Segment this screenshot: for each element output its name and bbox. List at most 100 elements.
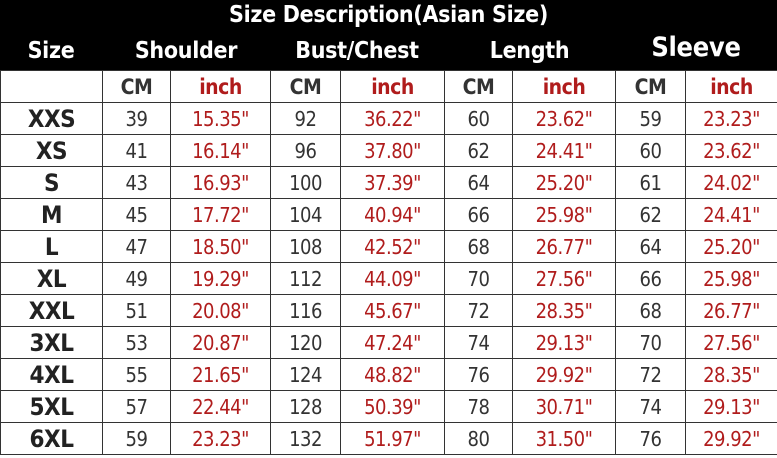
table-row: 4XL 55 21.65" 124 48.82" 76 29.92" 72 28.35" bbox=[0, 358, 777, 391]
cell-size: L bbox=[0, 230, 103, 263]
unit-inch: inch bbox=[685, 70, 777, 103]
cell-sleeve-cm: 62 bbox=[615, 198, 686, 231]
cell-sleeve-in: 28.35" bbox=[685, 358, 777, 391]
cell-bust-cm: 92 bbox=[270, 102, 341, 135]
cell-shoulder-cm: 59 bbox=[102, 422, 171, 455]
cell-length-cm: 74 bbox=[444, 326, 513, 359]
cell-bust-in: 37.80" bbox=[340, 134, 445, 167]
cell-bust-cm: 124 bbox=[270, 358, 341, 391]
cell-sleeve-cm: 74 bbox=[615, 390, 686, 423]
cell-shoulder-cm: 55 bbox=[102, 358, 171, 391]
cell-length-in: 24.41" bbox=[512, 134, 616, 167]
table-row: XL 49 19.29" 112 44.09" 70 27.56" 66 25.98" bbox=[0, 262, 777, 295]
cell-bust-in: 42.52" bbox=[340, 230, 445, 263]
cell-shoulder-in: 21.65" bbox=[170, 358, 271, 391]
chart-title: Size Description(Asian Size) bbox=[228, 2, 548, 28]
cell-bust-in: 50.39" bbox=[340, 390, 445, 423]
column-sleeve: Sleeve bbox=[651, 32, 741, 63]
cell-sleeve-in: 29.13" bbox=[685, 390, 777, 423]
cell-sleeve-cm: 60 bbox=[615, 134, 686, 167]
cell-shoulder-in: 19.29" bbox=[170, 262, 271, 295]
cell-length-cm: 68 bbox=[444, 230, 513, 263]
table-row: L 47 18.50" 108 42.52" 68 26.77" 64 25.20" bbox=[0, 230, 777, 263]
cell-sleeve-cm: 70 bbox=[615, 326, 686, 359]
cell-bust-in: 47.24" bbox=[340, 326, 445, 359]
cell-bust-cm: 112 bbox=[270, 262, 341, 295]
table-row: 6XL 59 23.23" 132 51.97" 80 31.50" 76 29.92" bbox=[0, 422, 777, 455]
unit-cm: CM bbox=[102, 70, 171, 103]
cell-shoulder-in: 16.93" bbox=[170, 166, 271, 199]
cell-sleeve-cm: 72 bbox=[615, 358, 686, 391]
cell-size: XS bbox=[0, 134, 103, 167]
cell-bust-cm: 116 bbox=[270, 294, 341, 327]
cell-length-in: 28.35" bbox=[512, 294, 616, 327]
cell-shoulder-cm: 47 bbox=[102, 230, 171, 263]
cell-bust-in: 45.67" bbox=[340, 294, 445, 327]
cell-shoulder-cm: 49 bbox=[102, 262, 171, 295]
cell-size: 4XL bbox=[0, 358, 103, 391]
cell-length-in: 29.13" bbox=[512, 326, 616, 359]
cell-length-in: 30.71" bbox=[512, 390, 616, 423]
cell-bust-in: 44.09" bbox=[340, 262, 445, 295]
cell-shoulder-in: 22.44" bbox=[170, 390, 271, 423]
chart-header: Size Description(Asian Size) Size Should… bbox=[0, 0, 777, 70]
cell-shoulder-cm: 53 bbox=[102, 326, 171, 359]
cell-bust-cm: 108 bbox=[270, 230, 341, 263]
cell-shoulder-in: 18.50" bbox=[170, 230, 271, 263]
cell-sleeve-in: 27.56" bbox=[685, 326, 777, 359]
cell-bust-cm: 104 bbox=[270, 198, 341, 231]
cell-shoulder-cm: 51 bbox=[102, 294, 171, 327]
cell-sleeve-in: 24.02" bbox=[685, 166, 777, 199]
cell-bust-cm: 128 bbox=[270, 390, 341, 423]
cell-size: XXL bbox=[0, 294, 103, 327]
cell-shoulder-in: 15.35" bbox=[170, 102, 271, 135]
column-shoulder: Shoulder bbox=[134, 38, 238, 64]
cell-sleeve-cm: 61 bbox=[615, 166, 686, 199]
cell-length-cm: 78 bbox=[444, 390, 513, 423]
unit-inch: inch bbox=[340, 70, 445, 103]
cell-shoulder-in: 20.87" bbox=[170, 326, 271, 359]
cell-sleeve-in: 25.20" bbox=[685, 230, 777, 263]
cell-sleeve-cm: 68 bbox=[615, 294, 686, 327]
cell-length-cm: 72 bbox=[444, 294, 513, 327]
cell-sleeve-in: 25.98" bbox=[685, 262, 777, 295]
unit-cm: CM bbox=[444, 70, 513, 103]
table-row: M 45 17.72" 104 40.94" 66 25.98" 62 24.41" bbox=[0, 198, 777, 231]
cell-shoulder-cm: 45 bbox=[102, 198, 171, 231]
cell-shoulder-in: 20.08" bbox=[170, 294, 271, 327]
cell-length-cm: 70 bbox=[444, 262, 513, 295]
cell-length-in: 26.77" bbox=[512, 230, 616, 263]
cell-length-in: 27.56" bbox=[512, 262, 616, 295]
cell-shoulder-in: 17.72" bbox=[170, 198, 271, 231]
cell-sleeve-in: 23.23" bbox=[685, 102, 777, 135]
cell-size: 5XL bbox=[0, 390, 103, 423]
size-table: CM inch CM inch CM inch CM inch XXS 39 15.… bbox=[0, 70, 777, 455]
unit-inch: inch bbox=[512, 70, 616, 103]
units-blank bbox=[0, 70, 103, 103]
cell-sleeve-cm: 59 bbox=[615, 102, 686, 135]
table-row: XXL 51 20.08" 116 45.67" 72 28.35" 68 26.77" bbox=[0, 294, 777, 327]
cell-length-cm: 80 bbox=[444, 422, 513, 455]
cell-shoulder-cm: 43 bbox=[102, 166, 171, 199]
cell-shoulder-in: 16.14" bbox=[170, 134, 271, 167]
cell-bust-in: 36.22" bbox=[340, 102, 445, 135]
cell-bust-cm: 120 bbox=[270, 326, 341, 359]
cell-size: XXS bbox=[0, 102, 103, 135]
unit-cm: CM bbox=[270, 70, 341, 103]
cell-length-cm: 76 bbox=[444, 358, 513, 391]
cell-bust-in: 51.97" bbox=[340, 422, 445, 455]
cell-sleeve-in: 24.41" bbox=[685, 198, 777, 231]
cell-length-cm: 66 bbox=[444, 198, 513, 231]
cell-bust-cm: 132 bbox=[270, 422, 341, 455]
cell-sleeve-cm: 66 bbox=[615, 262, 686, 295]
cell-size: S bbox=[0, 166, 103, 199]
cell-size: 6XL bbox=[0, 422, 103, 455]
table-row: XS 41 16.14" 96 37.80" 62 24.41" 60 23.62" bbox=[0, 134, 777, 167]
column-length: Length bbox=[489, 38, 570, 64]
cell-sleeve-in: 23.62" bbox=[685, 134, 777, 167]
cell-length-cm: 64 bbox=[444, 166, 513, 199]
cell-length-in: 23.62" bbox=[512, 102, 616, 135]
cell-sleeve-cm: 64 bbox=[615, 230, 686, 263]
cell-length-in: 25.20" bbox=[512, 166, 616, 199]
table-row: XXS 39 15.35" 92 36.22" 60 23.62" 59 23.23" bbox=[0, 102, 777, 135]
